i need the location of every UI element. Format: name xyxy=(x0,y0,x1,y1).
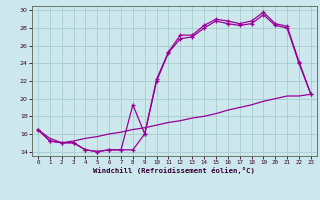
X-axis label: Windchill (Refroidissement éolien,°C): Windchill (Refroidissement éolien,°C) xyxy=(93,167,255,174)
